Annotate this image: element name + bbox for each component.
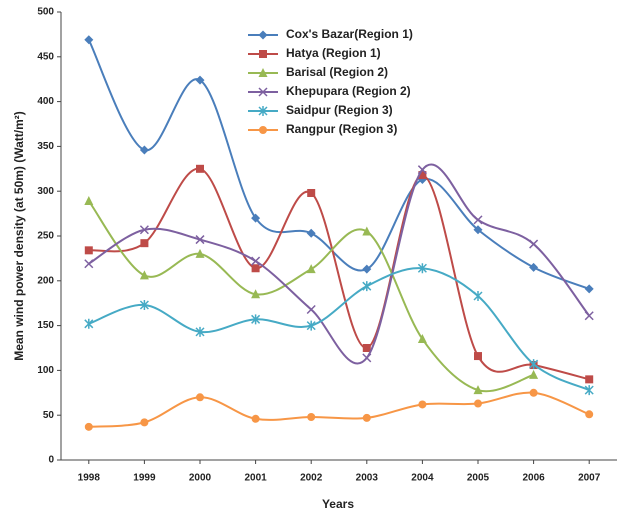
marker — [251, 256, 261, 266]
marker — [418, 400, 427, 409]
legend-label: Hatya (Region 1) — [286, 46, 381, 60]
x-axis-label: Years — [322, 497, 354, 511]
marker — [196, 393, 204, 402]
marker — [307, 188, 316, 197]
series-line — [88, 163, 590, 365]
marker — [584, 385, 594, 396]
x-tick-label: 2000 — [189, 473, 212, 484]
x-tick-label: 2004 — [411, 473, 434, 484]
marker — [306, 320, 316, 331]
marker — [251, 289, 261, 299]
marker — [473, 225, 483, 235]
marker — [474, 399, 482, 408]
x-tick-label: 2006 — [522, 473, 545, 484]
y-tick-label: 250 — [37, 231, 54, 242]
marker — [196, 164, 204, 173]
marker — [362, 353, 372, 363]
marker — [84, 259, 94, 269]
marker — [306, 304, 316, 315]
series-line — [88, 267, 590, 392]
marker — [362, 281, 372, 292]
marker — [584, 311, 594, 321]
marker — [259, 50, 267, 58]
marker — [362, 413, 371, 422]
marker — [584, 284, 594, 294]
y-tick-label: 400 — [37, 96, 54, 107]
marker — [251, 264, 260, 273]
marker — [258, 106, 268, 116]
x-tick-label: 2003 — [356, 473, 379, 484]
marker — [140, 239, 149, 248]
x-tick-label: 1998 — [78, 473, 101, 484]
legend-label: Barisal (Region 2) — [286, 65, 388, 79]
y-tick-label: 350 — [37, 141, 54, 152]
y-tick-label: 450 — [37, 51, 54, 62]
legend-label: Saidpur (Region 3) — [286, 103, 393, 117]
legend-label: Cox's Bazar(Region 1) — [286, 27, 413, 41]
marker — [195, 326, 205, 337]
marker — [139, 270, 149, 280]
marker — [362, 344, 371, 352]
marker — [529, 359, 539, 370]
legend-label: Rangpur (Region 3) — [286, 122, 397, 136]
marker — [140, 418, 149, 427]
marker — [84, 422, 93, 431]
marker — [474, 352, 482, 361]
marker — [585, 375, 594, 384]
marker — [139, 299, 149, 310]
marker — [529, 262, 539, 272]
marker — [84, 246, 93, 255]
y-axis-label: Mean wind power density (at 50m) (Watt/m… — [12, 111, 26, 361]
marker — [195, 75, 205, 85]
marker — [258, 30, 268, 40]
y-tick-label: 300 — [37, 186, 54, 197]
marker — [84, 35, 94, 45]
marker — [473, 291, 483, 302]
marker — [251, 414, 260, 423]
y-tick-label: 0 — [48, 455, 54, 466]
x-tick-label: 2001 — [244, 473, 267, 484]
y-tick-label: 50 — [43, 410, 55, 421]
series-line — [87, 39, 590, 290]
marker — [84, 196, 94, 206]
legend-label: Khepupara (Region 2) — [286, 84, 411, 98]
y-tick-label: 150 — [37, 320, 54, 331]
marker — [139, 145, 149, 155]
marker — [258, 87, 268, 97]
marker — [307, 412, 316, 421]
y-tick-label: 100 — [37, 365, 54, 376]
marker — [306, 228, 316, 238]
marker — [417, 334, 427, 344]
x-tick-label: 2007 — [578, 473, 601, 484]
marker — [251, 314, 261, 325]
x-tick-label: 2002 — [300, 473, 323, 484]
marker — [529, 388, 538, 397]
marker — [362, 226, 372, 236]
marker — [258, 68, 268, 77]
marker — [418, 171, 427, 180]
marker — [139, 225, 149, 235]
marker — [195, 248, 205, 258]
x-tick-label: 1999 — [133, 473, 156, 484]
marker — [362, 264, 372, 274]
marker — [306, 264, 316, 274]
marker — [417, 165, 427, 175]
marker — [251, 213, 261, 223]
x-tick-label: 2005 — [467, 473, 490, 484]
marker — [529, 369, 539, 379]
marker — [417, 263, 427, 274]
marker — [585, 410, 594, 419]
marker — [84, 318, 94, 329]
marker — [473, 215, 483, 225]
marker — [259, 126, 267, 134]
marker — [195, 235, 205, 245]
y-tick-label: 200 — [37, 275, 54, 286]
marker — [529, 239, 539, 249]
y-tick-label: 500 — [37, 7, 54, 18]
series-line — [88, 391, 590, 428]
marker — [473, 385, 483, 395]
